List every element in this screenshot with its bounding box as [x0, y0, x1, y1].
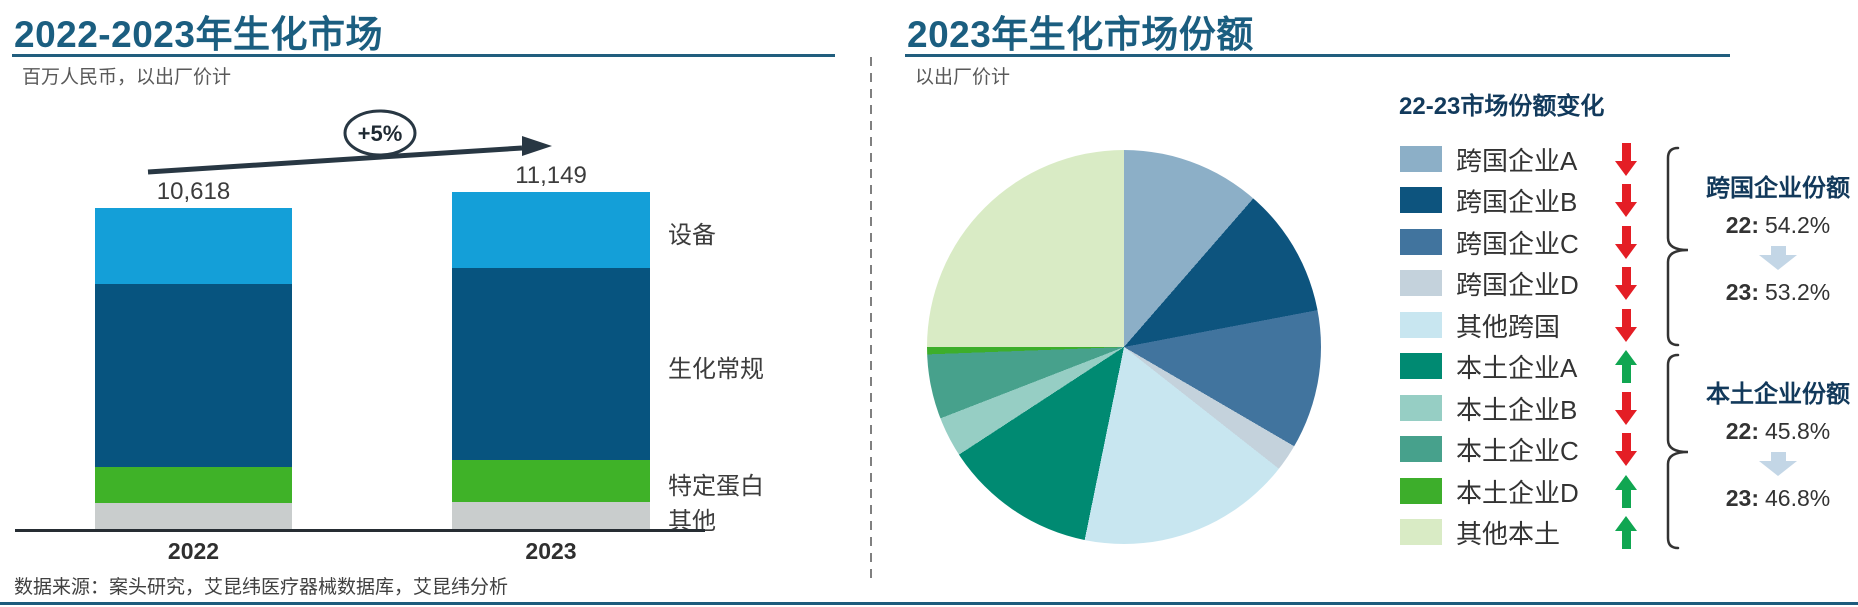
legend-row: 跨国企业B	[1400, 179, 1637, 221]
legend-swatch	[1400, 519, 1442, 545]
legend-label: 本土企业C	[1456, 435, 1579, 466]
legend-row: 跨国企业A	[1400, 138, 1637, 180]
legend-row: 跨国企业C	[1400, 221, 1637, 263]
left-panel-title: 2022-2023年生化市场	[14, 14, 383, 55]
pie-chart	[927, 150, 1321, 544]
brace-icons	[1666, 146, 1689, 550]
trend-down-arrow-icon	[1615, 391, 1637, 425]
legend-row: 本土企业D	[1400, 470, 1637, 512]
legend-row: 跨国企业D	[1400, 262, 1637, 304]
trend-down-arrow-icon	[1615, 432, 1637, 466]
share-change-arrow-icon	[1759, 246, 1797, 270]
bar-2022	[95, 208, 292, 529]
segment-label-生化常规: 生化常规	[668, 356, 764, 383]
trend-down-arrow-icon	[1615, 266, 1637, 300]
x-axis-label: 2022	[167, 538, 220, 564]
trend-down-arrow-icon	[1615, 308, 1637, 342]
legend-swatch	[1400, 270, 1442, 296]
legend-label: 本土企业D	[1456, 477, 1579, 508]
legend-swatch	[1400, 312, 1442, 338]
segment-label-特定蛋白: 特定蛋白	[668, 473, 764, 500]
source-note: 数据来源：案头研究，艾昆纬医疗器械数据库，艾昆纬分析	[14, 577, 509, 598]
summary-to-row: 23: 46.8%	[1725, 485, 1831, 511]
trend-up-arrow-icon	[1615, 474, 1637, 508]
right-panel-title: 2023年生化市场份额	[907, 14, 1254, 55]
right-panel-subtitle: 以出厂价计	[915, 67, 1011, 88]
bar-segment-设备	[95, 208, 292, 284]
summary-block: 跨国企业份额 22: 54.2% 23: 53.2%	[1698, 168, 1858, 306]
summary-to-row: 23: 53.2%	[1725, 279, 1831, 305]
legend-swatch	[1400, 229, 1442, 255]
bar-segment-特定蛋白	[95, 467, 292, 503]
right-title-underline	[905, 54, 1730, 57]
legend-header: 22-23市场份额变化	[1399, 93, 1605, 120]
legend-label: 其他本土	[1456, 518, 1561, 549]
legend-label: 跨国企业D	[1456, 269, 1579, 300]
legend-swatch	[1400, 353, 1442, 379]
bar-total-label: 10,618	[156, 178, 231, 205]
legend-label: 本土企业B	[1456, 394, 1578, 425]
legend-label: 跨国企业B	[1456, 186, 1578, 217]
growth-annotation: +5%	[358, 121, 403, 146]
trend-down-arrow-icon	[1615, 183, 1637, 217]
bar-segment-其他	[95, 503, 292, 529]
x-axis-line	[15, 529, 705, 532]
legend-row: 本土企业B	[1400, 387, 1637, 429]
bar-total-label: 11,149	[515, 162, 587, 189]
segment-label-设备: 设备	[668, 222, 716, 249]
growth-arrow-icon: +5%	[147, 109, 552, 175]
trend-up-arrow-icon	[1615, 349, 1637, 383]
legend-swatch	[1400, 395, 1442, 421]
legend-label: 本土企业A	[1456, 352, 1578, 383]
trend-down-arrow-icon	[1615, 142, 1637, 176]
bar-segment-特定蛋白	[452, 460, 650, 502]
legend-swatch	[1400, 146, 1442, 172]
share-change-arrow-icon	[1759, 452, 1797, 476]
legend-swatch	[1400, 478, 1442, 504]
bar-segment-生化常规	[95, 284, 292, 467]
summary-block: 本土企业份额 22: 45.8% 23: 46.8%	[1698, 374, 1858, 512]
x-axis-label: 2023	[525, 538, 577, 564]
legend-label: 其他跨国	[1456, 311, 1561, 342]
local-brace-icon	[1666, 353, 1689, 550]
legend-row: 其他跨国	[1400, 304, 1637, 346]
legend-swatch	[1400, 436, 1442, 462]
legend-row: 其他本土	[1400, 511, 1637, 553]
multinational-brace-icon	[1666, 146, 1689, 347]
bar-segment-设备	[452, 192, 650, 268]
legend-row: 本土企业A	[1400, 345, 1637, 387]
legend-row: 本土企业C	[1400, 428, 1637, 470]
bottom-border	[0, 602, 1858, 605]
legend-swatch	[1400, 187, 1442, 213]
trend-up-arrow-icon	[1615, 515, 1637, 549]
trend-down-arrow-icon	[1615, 225, 1637, 259]
legend-label: 跨国企业A	[1456, 145, 1578, 176]
summary-from-row: 22: 45.8%	[1725, 418, 1831, 444]
summary-title: 本土企业份额	[1706, 381, 1850, 408]
summary-title: 跨国企业份额	[1706, 175, 1850, 202]
bar-segment-其他	[452, 502, 650, 529]
legend-label: 跨国企业C	[1456, 228, 1579, 259]
left-panel-subtitle: 百万人民币，以出厂价计	[22, 67, 232, 88]
summary-from-row: 22: 54.2%	[1725, 212, 1831, 238]
bar-segment-生化常规	[452, 268, 650, 460]
bar-2023	[452, 192, 650, 529]
panel-divider	[870, 57, 872, 584]
left-title-underline	[12, 54, 835, 57]
